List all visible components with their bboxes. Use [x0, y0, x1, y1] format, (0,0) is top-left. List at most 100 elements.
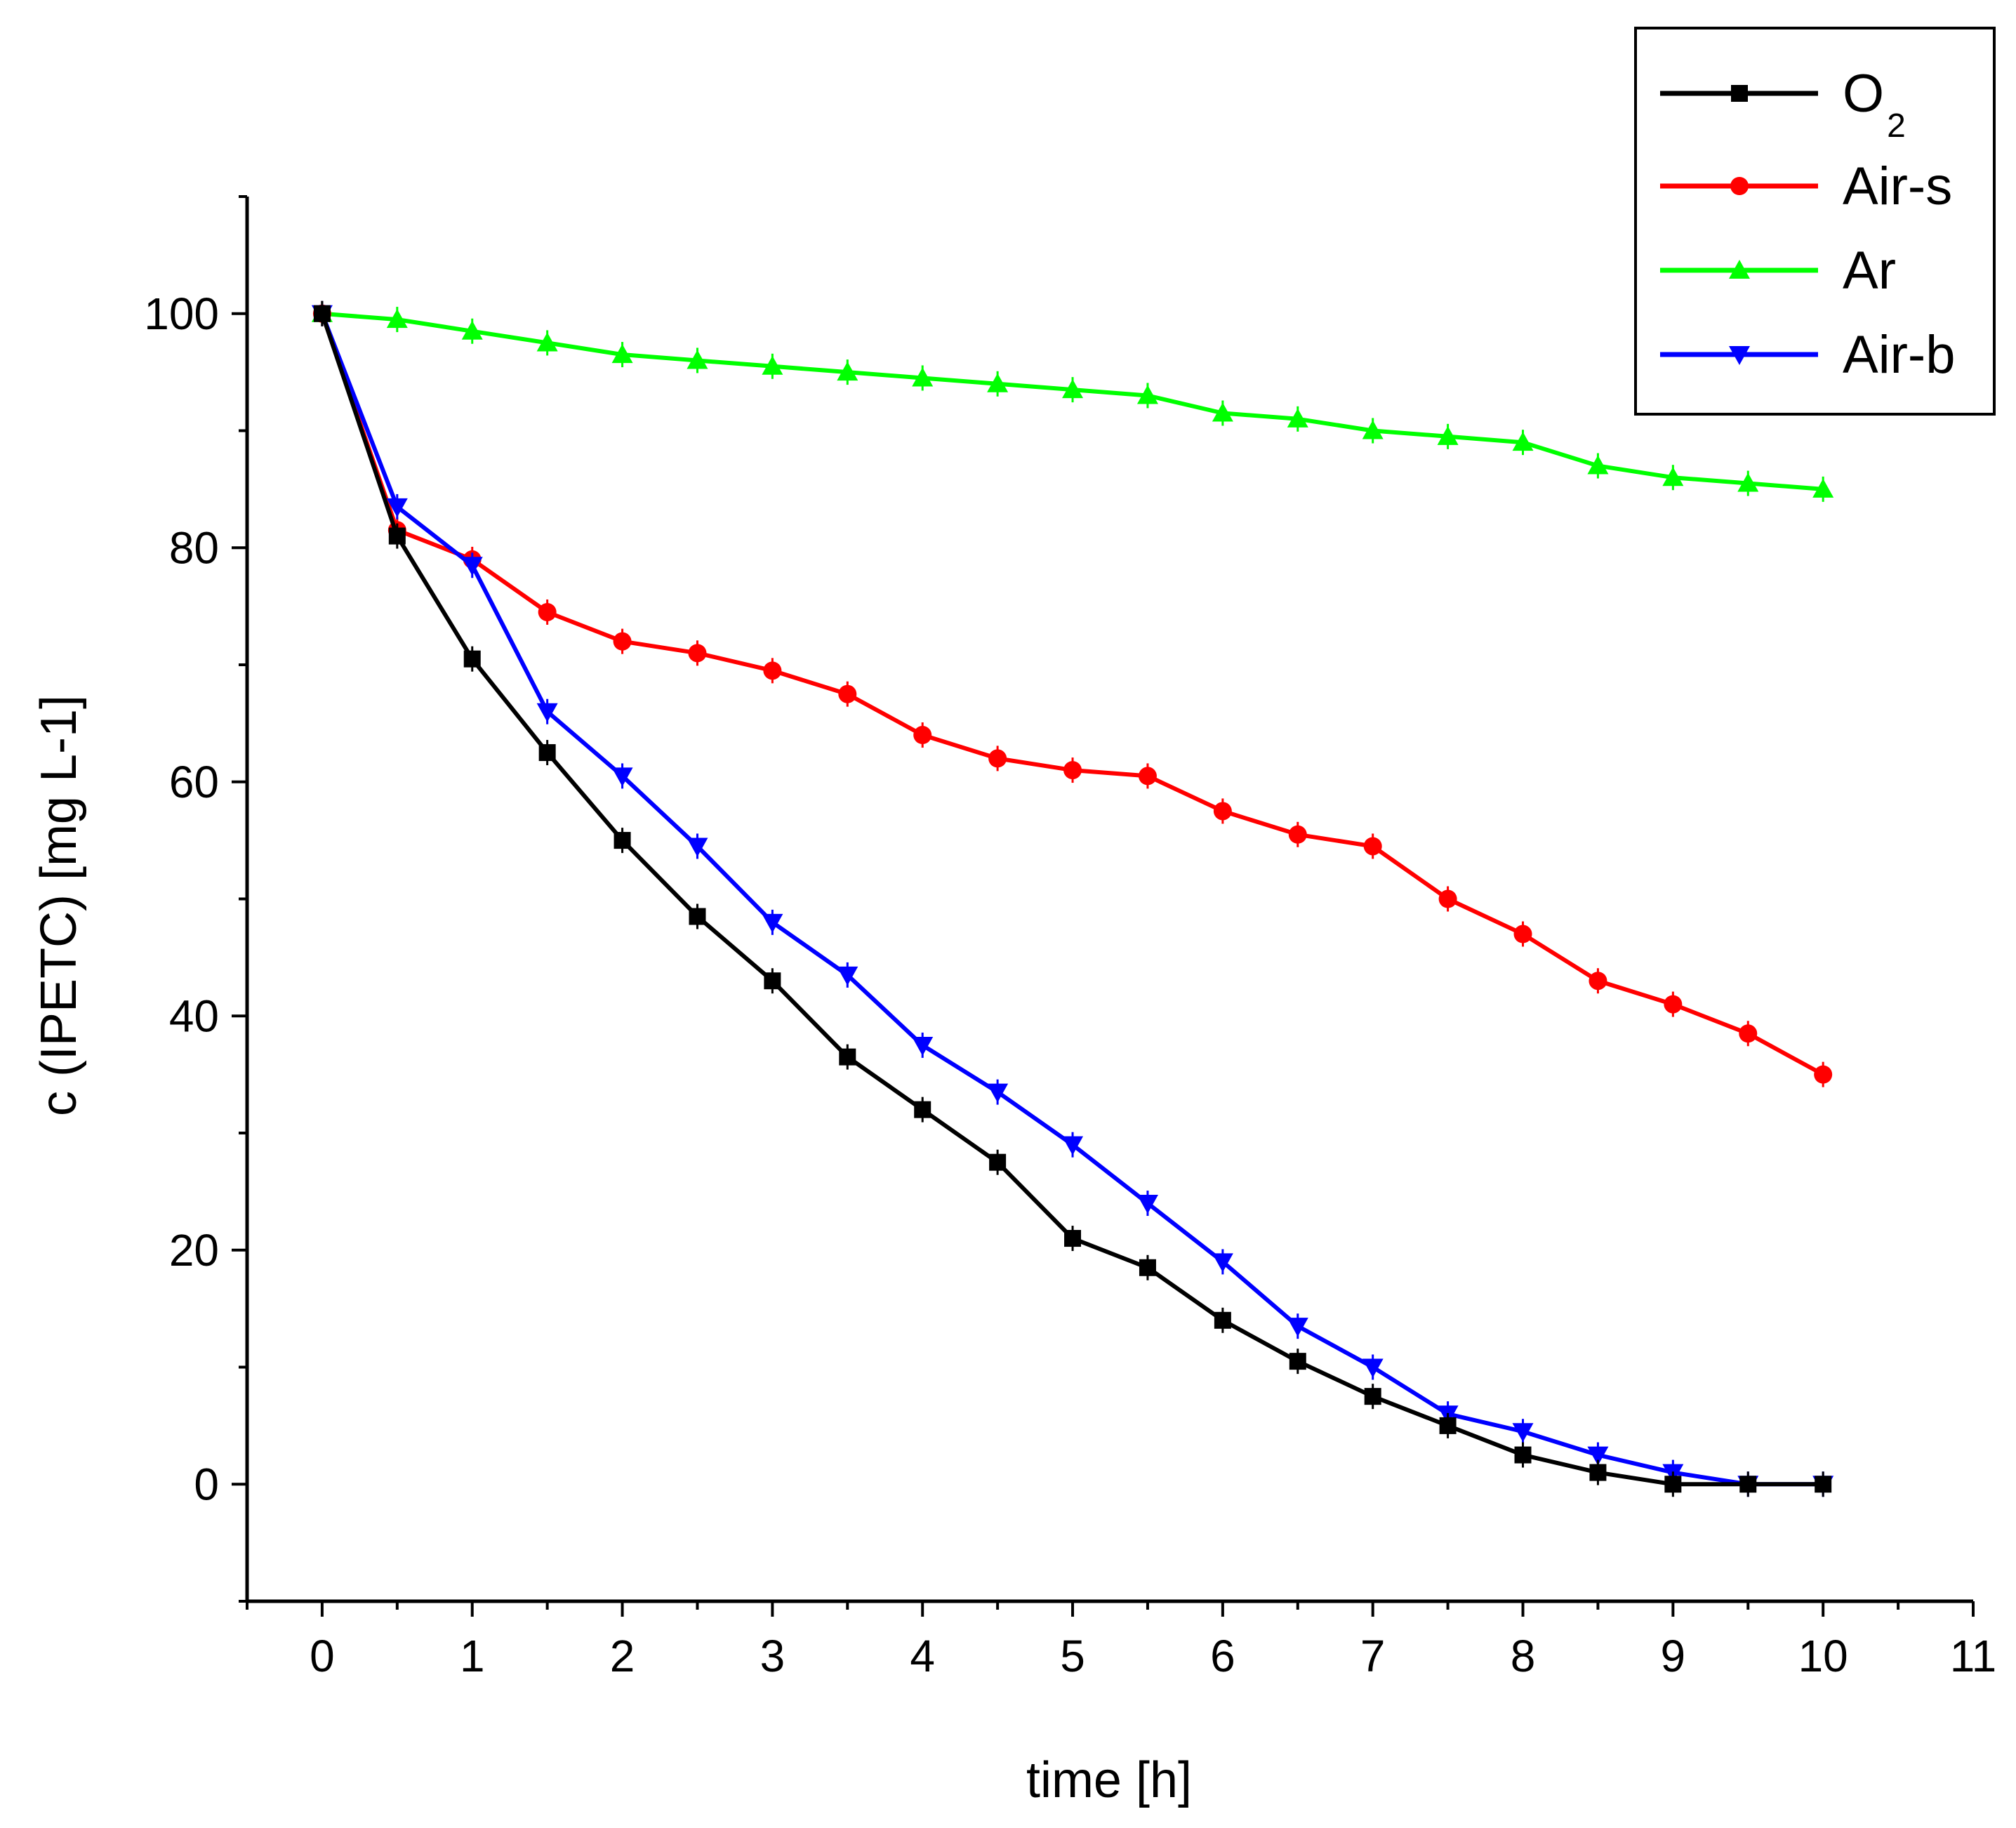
x-tick-label: 7: [1360, 1631, 1386, 1681]
data-point-o2: [463, 650, 481, 668]
data-point-air-s: [838, 684, 857, 703]
x-tick-label: 0: [310, 1631, 335, 1681]
data-point-o2: [1815, 1476, 1832, 1493]
data-point-o2: [1214, 1311, 1231, 1329]
data-point-air-s: [988, 749, 1007, 768]
legend-label-air-b: Air-b: [1843, 325, 1955, 385]
data-point-o2: [1664, 1476, 1682, 1493]
x-axis-label: time [h]: [1026, 1752, 1192, 1808]
series-air-b: [311, 300, 1834, 1497]
data-point-air-b: [762, 913, 783, 933]
y-axis-label: c (IPETC) [mg L-1]: [31, 695, 87, 1116]
legend-marker-air-s: [1730, 177, 1749, 195]
series-line-air-s: [320, 312, 1824, 1077]
data-point-o2: [538, 744, 556, 762]
legend-entry-air-b: Air-b: [1660, 325, 1955, 385]
series-line-o2: [320, 312, 1824, 1487]
y-tick-label: 40: [169, 991, 219, 1041]
data-point-air-s: [913, 726, 932, 745]
data-point-ar: [386, 309, 408, 329]
data-point-air-b: [536, 703, 558, 722]
data-point-ar: [1362, 420, 1384, 439]
series-air-s: [312, 300, 1833, 1087]
x-tick-label: 11: [1950, 1631, 1996, 1681]
legend-marker-ar: [1729, 260, 1750, 279]
data-point-air-b: [1512, 1423, 1534, 1443]
data-point-ar: [1062, 379, 1084, 399]
data-point-o2: [1514, 1446, 1532, 1464]
data-point-ar: [687, 350, 708, 369]
data-point-o2: [764, 972, 781, 990]
data-point-ar: [987, 373, 1009, 392]
y-tick-label: 80: [169, 522, 219, 573]
data-point-ar: [461, 320, 483, 340]
data-point-ar: [837, 362, 858, 381]
data-point-o2: [989, 1153, 1007, 1171]
data-point-air-s: [1063, 761, 1082, 780]
x-ticks: 0 1 2 3 4 5 6 7 8 9 10 11: [246, 1601, 1996, 1681]
y-tick-label: 20: [169, 1225, 219, 1276]
data-point-o2: [1739, 1476, 1757, 1493]
x-tick-label: 5: [1060, 1631, 1085, 1681]
data-point-air-b: [1587, 1446, 1609, 1466]
data-point-air-s: [538, 602, 557, 621]
data-point-air-b: [1212, 1253, 1233, 1273]
data-point-ar: [1587, 455, 1609, 475]
data-point-air-b: [1136, 1195, 1158, 1214]
data-point-ar: [1512, 432, 1534, 451]
y-tick-label: 100: [144, 289, 219, 339]
data-point-air-s: [763, 661, 782, 680]
data-point-air-b: [687, 837, 708, 857]
legend-label-subscript: 2: [1887, 107, 1906, 145]
data-point-o2: [313, 305, 331, 322]
data-point-air-s: [1138, 767, 1157, 786]
data-point-o2: [1364, 1388, 1381, 1405]
data-point-o2: [1589, 1464, 1607, 1481]
data-point-air-s: [1664, 995, 1683, 1014]
data-point-air-s: [1513, 925, 1532, 943]
data-point-ar: [1212, 402, 1233, 422]
data-point-o2: [1064, 1230, 1082, 1247]
y-tick-label: 60: [169, 757, 219, 807]
data-point-ar: [1737, 472, 1759, 492]
data-point-air-b: [837, 966, 858, 986]
data-point-o2: [614, 832, 631, 849]
series-layer: [311, 300, 1834, 1497]
data-point-ar: [1662, 467, 1684, 486]
data-point-o2: [689, 908, 706, 925]
data-point-air-s: [613, 632, 632, 651]
data-point-air-b: [611, 767, 633, 787]
legend-entry-ar: Ar: [1660, 241, 1896, 300]
data-point-o2: [388, 527, 406, 545]
series-line-air-b: [320, 312, 1824, 1487]
legend-marker-air-b: [1729, 346, 1750, 365]
x-tick-label: 2: [610, 1631, 635, 1681]
x-tick-label: 4: [910, 1631, 935, 1681]
series-o2: [313, 300, 1832, 1497]
data-point-air-s: [1438, 889, 1457, 908]
data-point-air-b: [1062, 1136, 1084, 1155]
data-point-air-s: [1814, 1065, 1833, 1084]
data-point-o2: [1289, 1353, 1306, 1370]
data-point-ar: [762, 355, 783, 375]
x-tick-label: 8: [1511, 1631, 1536, 1681]
data-point-o2: [1439, 1417, 1457, 1434]
legend-label-air-s: Air-s: [1843, 157, 1952, 216]
data-point-air-s: [688, 644, 707, 663]
data-point-air-s: [1288, 825, 1307, 844]
data-point-air-s: [1363, 837, 1382, 856]
data-point-air-b: [987, 1083, 1009, 1103]
data-point-ar: [536, 332, 558, 352]
data-point-air-s: [1589, 972, 1607, 991]
data-point-o2: [914, 1101, 931, 1118]
data-point-ar: [1437, 425, 1459, 445]
legend-entry-air-s: Air-s: [1660, 157, 1952, 216]
data-point-ar: [611, 344, 633, 364]
data-point-ar: [1812, 478, 1834, 498]
data-point-ar: [1287, 408, 1308, 428]
y-tick-label: 0: [194, 1459, 219, 1509]
data-point-air-b: [1362, 1358, 1384, 1378]
data-point-o2: [839, 1048, 856, 1066]
